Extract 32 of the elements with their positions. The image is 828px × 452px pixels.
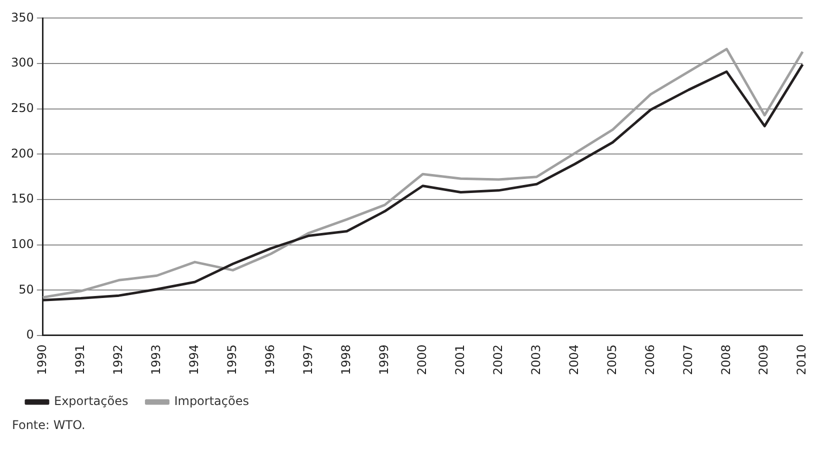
x-tick-label: 2006 — [642, 344, 657, 376]
y-tick-label: 350 — [11, 10, 34, 24]
x-tick-label: 1995 — [224, 344, 239, 376]
x-tick-label: 2005 — [604, 344, 619, 376]
x-tick-label: 1996 — [262, 344, 277, 376]
x-tick-label: 1998 — [338, 344, 353, 376]
x-tick-label: 2001 — [452, 344, 467, 376]
x-tick-label: 1994 — [186, 344, 201, 376]
x-tick-label: 1999 — [376, 344, 391, 376]
y-tick-label: 300 — [11, 56, 34, 70]
source-note: Fonte: WTO. — [12, 418, 86, 432]
x-tick-label: 1992 — [111, 344, 125, 376]
x-tick-label: 1993 — [148, 344, 163, 376]
y-tick-label: 0 — [26, 328, 34, 342]
x-tick-label: 2010 — [794, 344, 809, 376]
y-tick-label: 150 — [11, 192, 34, 206]
legend-label: Exportações — [54, 394, 128, 408]
x-tick-label: 2008 — [718, 344, 733, 376]
x-tick-label: 1991 — [73, 344, 88, 376]
y-tick-label: 200 — [11, 146, 34, 160]
legend-label: Importações — [174, 394, 249, 408]
x-tick-label: 1990 — [35, 344, 50, 376]
y-tick-label: 100 — [11, 236, 34, 251]
y-tick-label: 250 — [11, 100, 34, 115]
x-tick-label: 2000 — [414, 344, 429, 376]
y-tick-label: 50 — [18, 282, 34, 296]
x-tick-label: 1997 — [300, 344, 315, 376]
x-tick-label: 2009 — [756, 344, 771, 376]
x-tick-label: 2002 — [490, 344, 505, 376]
x-tick-label: 2003 — [528, 344, 543, 376]
x-tick-label: 2004 — [566, 344, 581, 376]
x-tick-label: 2007 — [680, 344, 695, 376]
